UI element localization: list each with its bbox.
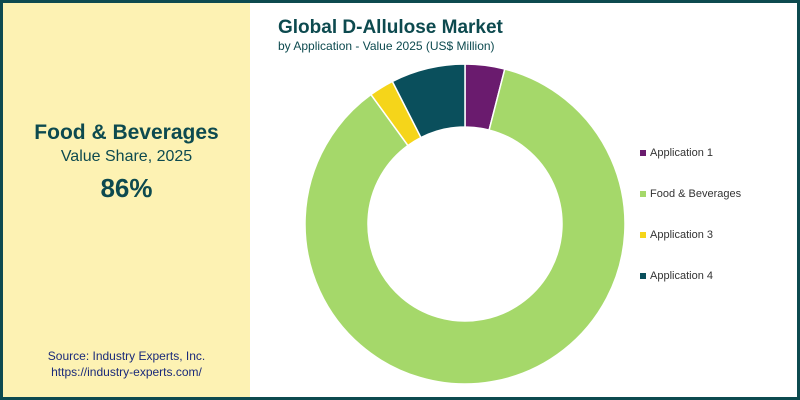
source: Source: Industry Experts, Inc.	[47, 349, 206, 363]
side-panel: Food & Beverages Value Share, 2025 86% S…	[3, 3, 250, 397]
chart: Global D-Allulose Market by Application …	[278, 17, 742, 385]
chart-subtitle: by Application - Value 2025 (US$ Million…	[278, 39, 495, 53]
highlight-value: 86%	[100, 173, 153, 203]
highlight-subtitle: Value Share, 2025	[60, 148, 193, 165]
donut-slice	[391, 63, 466, 139]
legend-label: Food & Beverages	[650, 188, 742, 200]
legend-label: Application 4	[650, 270, 713, 282]
legend-swatch	[640, 150, 646, 156]
source-url: https://industry-experts.com/	[51, 365, 202, 379]
donut-slice	[304, 68, 626, 385]
legend-swatch	[640, 273, 646, 279]
chart-title: Global D-Allulose Market	[278, 17, 504, 38]
legend-label: Application 3	[650, 229, 713, 241]
legend-swatch	[640, 232, 646, 238]
legend-label: Application 1	[650, 147, 713, 159]
highlight-title: Food & Beverages	[34, 121, 219, 144]
legend-swatch	[640, 191, 646, 197]
